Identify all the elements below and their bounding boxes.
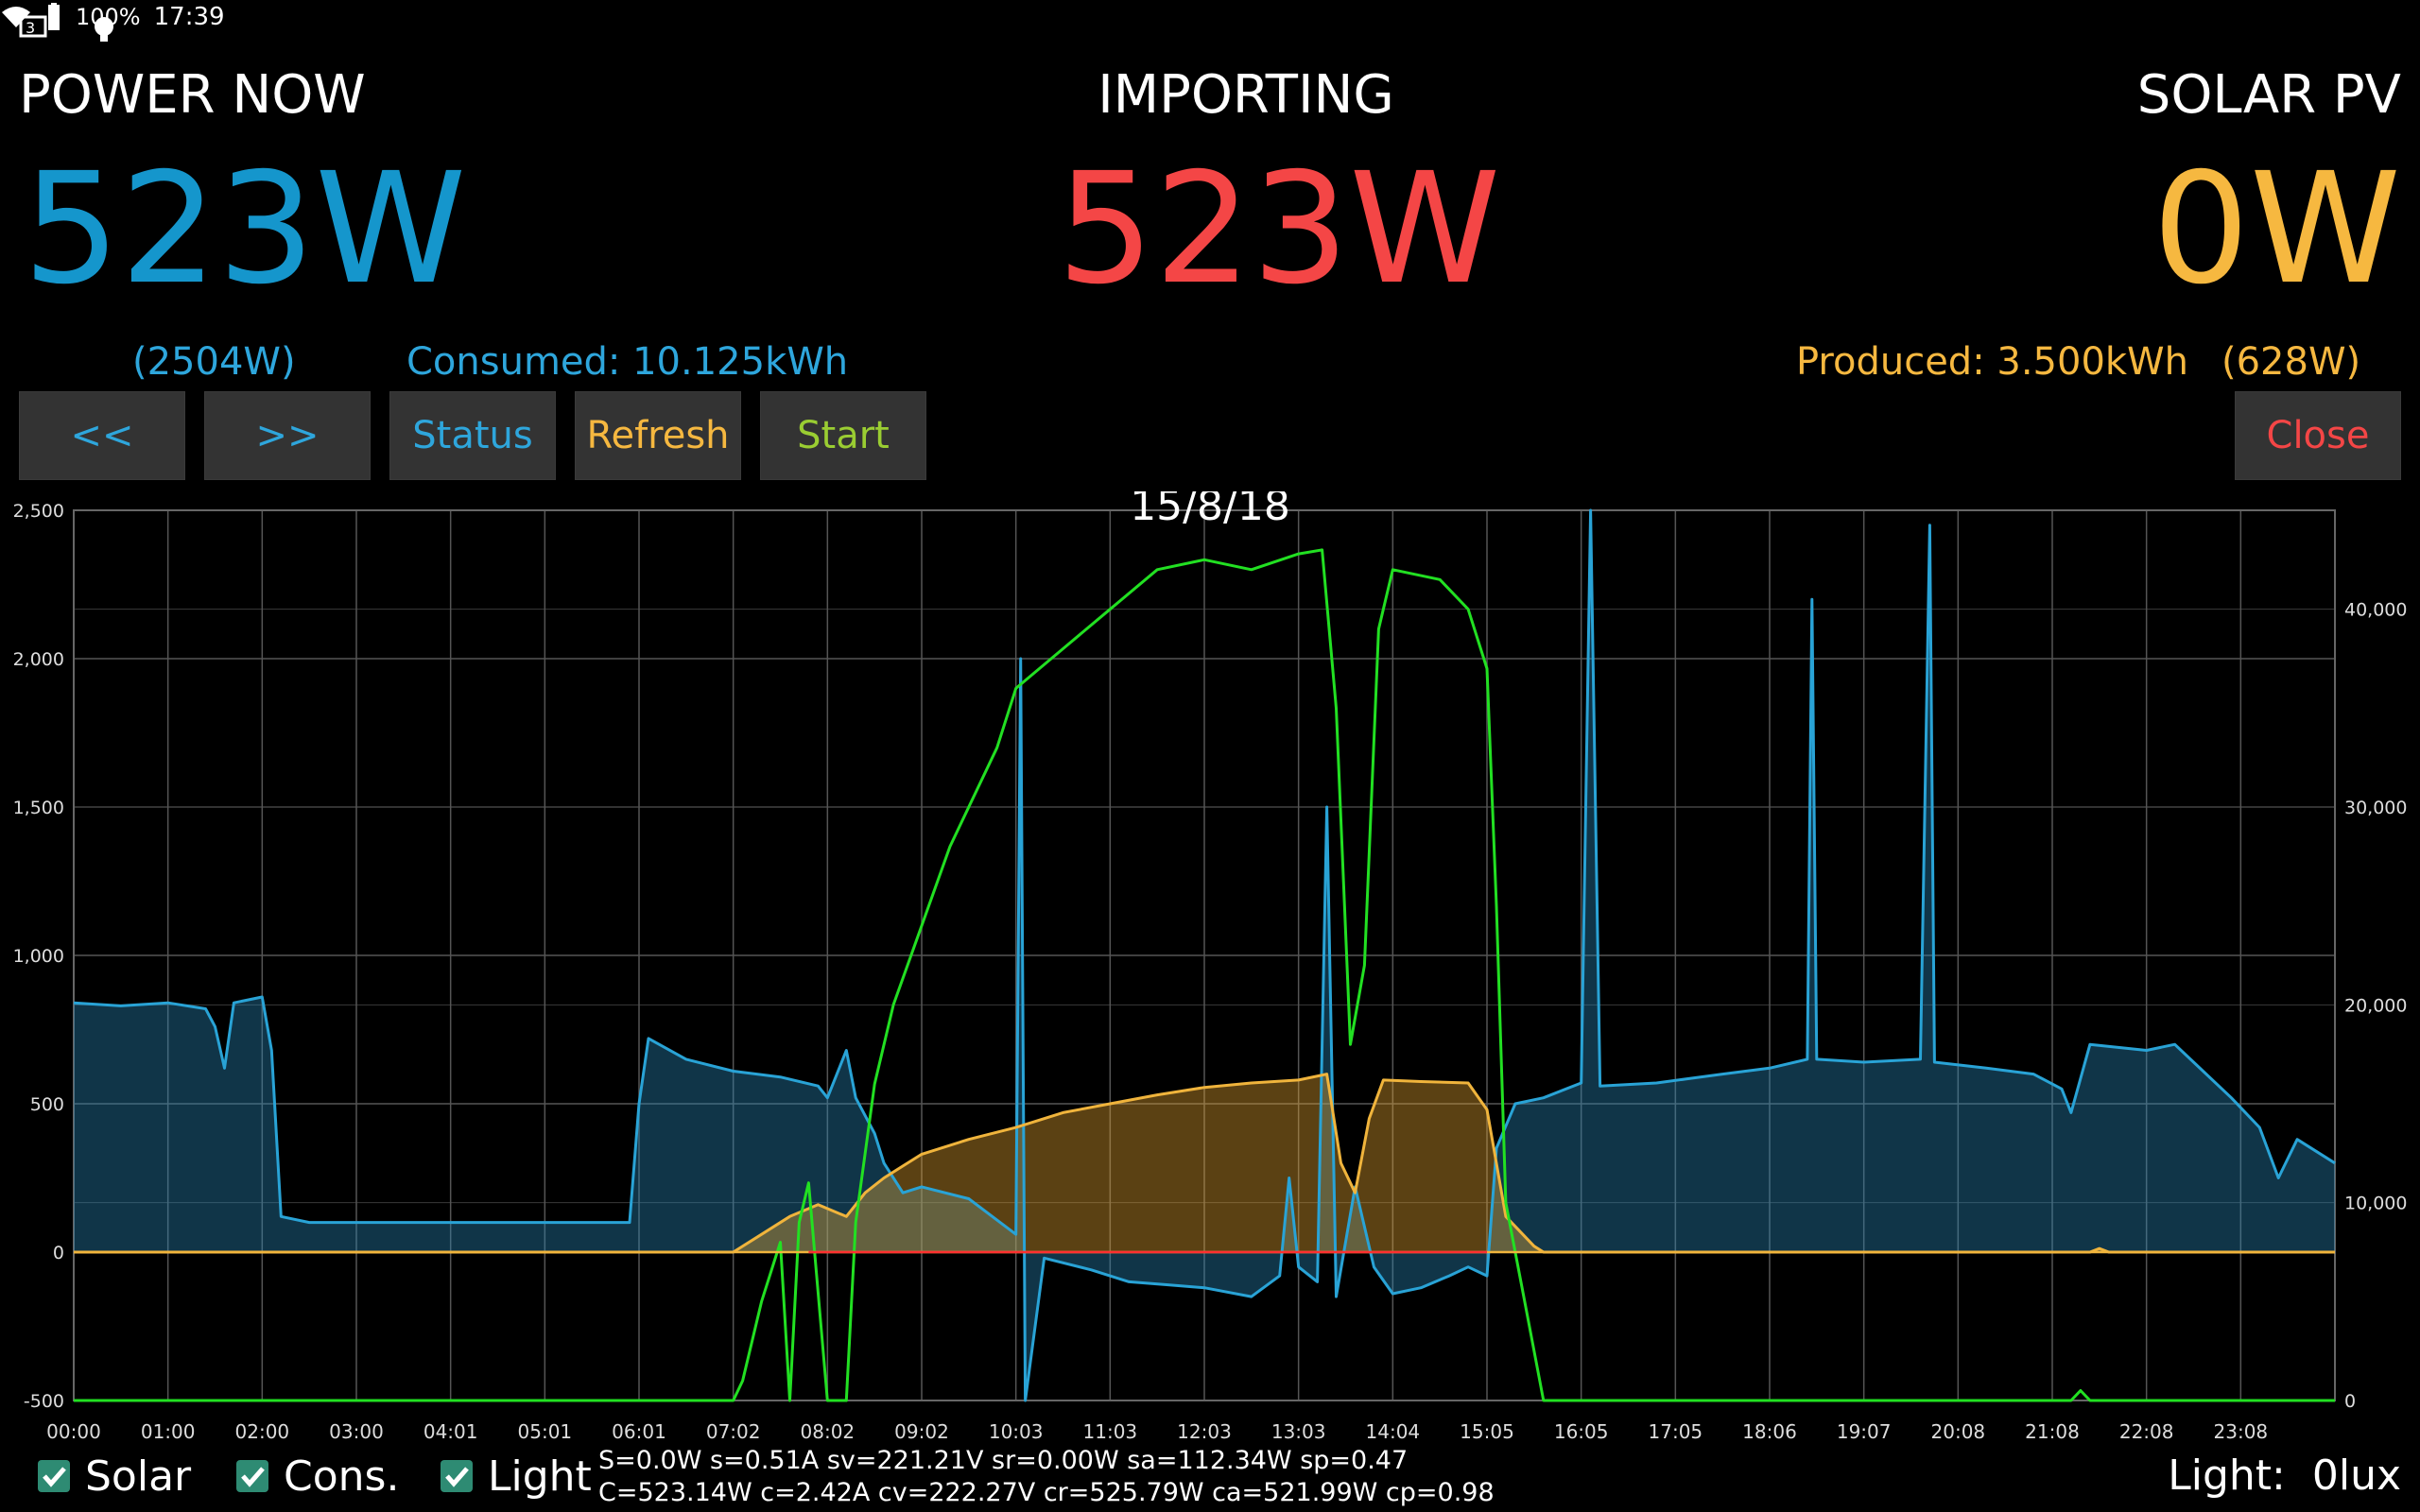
- prev-day-button[interactable]: <<: [19, 391, 185, 480]
- y-left-tick-label: -500: [24, 1391, 64, 1412]
- power-now-title: POWER NOW: [19, 64, 366, 126]
- x-tick-label: 21:08: [2025, 1420, 2080, 1443]
- solar-pv-value: 0W: [2152, 141, 2401, 318]
- wifi-icon: [2, 7, 30, 27]
- solar-checkbox-row[interactable]: Solar: [38, 1448, 191, 1504]
- light-checkbox-label: Light: [488, 1452, 592, 1501]
- solar-readings: S=0.0W s=0.51A sv=221.21V sr=0.00W sa=11…: [598, 1446, 1409, 1475]
- x-tick-label: 22:08: [2119, 1420, 2174, 1443]
- consumption-area: [74, 510, 2335, 1400]
- produced-total: Produced: 3.500kWh: [1796, 340, 2188, 384]
- x-tick-label: 17:05: [1649, 1420, 1703, 1443]
- x-tick-label: 15:05: [1460, 1420, 1514, 1443]
- battery-icon: [48, 3, 60, 30]
- svg-text:3: 3: [26, 19, 35, 37]
- notification-icons: 3: [19, 15, 113, 42]
- x-tick-label: 08:02: [801, 1420, 856, 1443]
- x-tick-label: 12:03: [1177, 1420, 1232, 1443]
- light-line: [74, 548, 2335, 1402]
- chart-axis-labels: 2,500 2,000 1,500 1,000 500 0 -500 40,000 30,000…: [13, 501, 2408, 1443]
- light-checkbox[interactable]: [441, 1460, 473, 1492]
- start-button[interactable]: Start: [760, 391, 926, 480]
- x-tick-label: 23:08: [2214, 1420, 2269, 1443]
- y-right-tick-label: 40,000: [2344, 600, 2407, 621]
- consumption-readings: C=523.14W c=2.42A cv=222.27V cr=525.79W …: [598, 1478, 1495, 1507]
- x-tick-label: 06:01: [612, 1420, 666, 1443]
- y-right-tick-label: 0: [2344, 1391, 2356, 1412]
- app-icon: [19, 15, 47, 38]
- y-right-tick-label: 10,000: [2344, 1194, 2407, 1214]
- x-tick-label: 04:01: [424, 1420, 478, 1443]
- y-left-tick-label: 2,500: [13, 501, 64, 522]
- light-reading: Light: 0lux: [2168, 1452, 2401, 1500]
- y-left-tick-label: 1,500: [13, 798, 64, 818]
- power-chart[interactable]: 2,500 2,000 1,500 1,000 500 0 -500 40,000 30,000…: [0, 491, 2420, 1446]
- x-tick-label: 01:00: [141, 1420, 196, 1443]
- close-button[interactable]: Close: [2235, 391, 2401, 480]
- x-tick-label: 07:02: [706, 1420, 761, 1443]
- x-tick-label: 13:03: [1271, 1420, 1326, 1443]
- y-right-tick-label: 30,000: [2344, 798, 2407, 818]
- x-tick-label: 03:00: [329, 1420, 384, 1443]
- y-left-tick-label: 0: [53, 1243, 64, 1263]
- x-tick-label: 20:08: [1931, 1420, 1986, 1443]
- importing-title: IMPORTING: [1098, 64, 1394, 126]
- solar-checkbox-label: Solar: [85, 1452, 192, 1501]
- x-tick-label: 16:05: [1554, 1420, 1609, 1443]
- consumption-line: [73, 508, 2336, 1402]
- status-bar-left: 3: [19, 9, 132, 42]
- cons-checkbox-label: Cons.: [284, 1452, 400, 1501]
- x-tick-label: 11:03: [1083, 1420, 1138, 1443]
- solar-pv-title: SOLAR PV: [2136, 64, 2401, 126]
- cons-checkbox-row[interactable]: Cons.: [236, 1448, 399, 1504]
- importing-value: 523W: [1057, 141, 1501, 318]
- clock: 17:39: [153, 3, 225, 31]
- cons-checkbox[interactable]: [236, 1460, 268, 1492]
- status-bar-right: 100% 17:39: [0, 0, 2420, 34]
- consumed-total: Consumed: 10.125kWh: [406, 340, 849, 384]
- status-button[interactable]: Status: [389, 391, 556, 480]
- x-tick-label: 14:04: [1366, 1420, 1421, 1443]
- chart-title: 15/8/18: [1130, 491, 1290, 530]
- chart-lines: [73, 508, 2336, 1402]
- x-tick-label: 09:02: [894, 1420, 949, 1443]
- y-right-tick-label: 20,000: [2344, 995, 2407, 1016]
- power-now-value: 523W: [23, 141, 467, 318]
- solar-checkbox[interactable]: [38, 1460, 70, 1492]
- x-tick-label: 19:07: [1837, 1420, 1892, 1443]
- power-peak: (2504W): [132, 340, 296, 384]
- refresh-button[interactable]: Refresh: [575, 391, 741, 480]
- chart-areas: [74, 510, 2335, 1400]
- y-left-tick-label: 1,000: [13, 946, 64, 967]
- plot-border: [73, 509, 2336, 1401]
- light-checkbox-row[interactable]: Light: [441, 1448, 592, 1504]
- chart-grid: [73, 509, 2336, 1401]
- x-tick-label: 18:06: [1742, 1420, 1797, 1443]
- x-tick-label: 02:00: [235, 1420, 290, 1443]
- y-left-tick-label: 500: [30, 1094, 64, 1115]
- x-tick-label: 05:01: [518, 1420, 573, 1443]
- next-day-button[interactable]: >>: [204, 391, 371, 480]
- x-tick-label: 10:03: [989, 1420, 1044, 1443]
- solar-peak: (628W): [2221, 340, 2361, 384]
- android-icon: [95, 17, 113, 36]
- x-tick-label: 00:00: [46, 1420, 101, 1443]
- solar-line: [74, 1073, 2335, 1254]
- solar-area: [74, 1074, 2335, 1252]
- y-left-tick-label: 2,000: [13, 649, 64, 670]
